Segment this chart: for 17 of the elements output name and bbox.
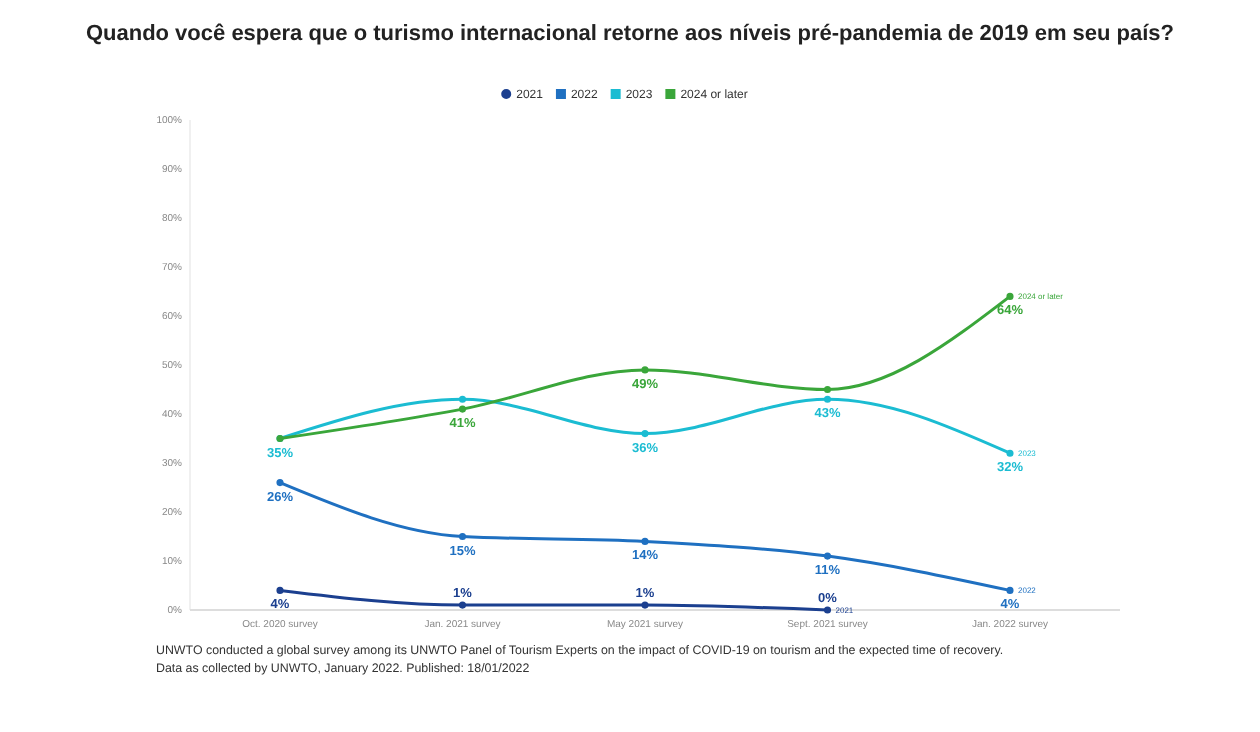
point xyxy=(458,532,467,541)
chart-title: Quando você espera que o turismo internacional retorne aos níveis pré-pandemia de 2019 em seu país? xyxy=(85,22,1175,46)
point xyxy=(458,395,467,403)
point xyxy=(641,537,649,545)
point xyxy=(276,586,284,594)
point xyxy=(823,395,832,403)
point xyxy=(641,430,649,438)
point xyxy=(276,479,284,487)
point xyxy=(1006,586,1014,594)
point xyxy=(1006,292,1014,300)
point xyxy=(458,405,467,413)
point xyxy=(641,366,649,374)
point xyxy=(641,601,649,609)
point xyxy=(458,601,467,609)
point xyxy=(1006,449,1014,457)
point xyxy=(823,385,832,394)
point xyxy=(823,552,832,560)
